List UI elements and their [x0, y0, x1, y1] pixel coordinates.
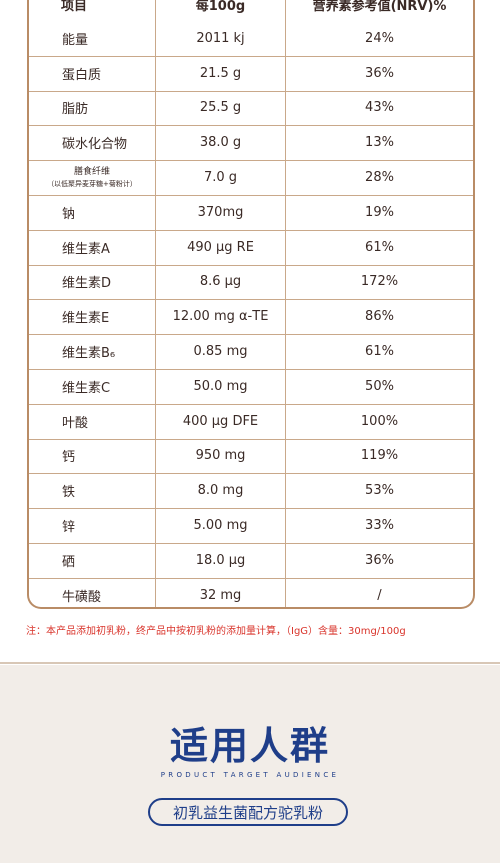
- table-row: 牛磺酸 32 mg /: [29, 577, 473, 607]
- per100g-value: 50.0 mg: [156, 369, 286, 404]
- table-row: 维生素B₆ 0.85 mg 61%: [29, 334, 473, 370]
- header-nrv: 营养素参考值(NRV)%: [312, 0, 447, 14]
- per100g-value: 5.00 mg: [156, 508, 286, 543]
- target-audience-section: 适用人群 PRODUCT TARGET AUDIENCE 初乳益生菌配方驼乳粉: [0, 665, 500, 863]
- table-row: 维生素A 490 μg RE 61%: [29, 229, 473, 266]
- per100g-value: 370mg: [156, 195, 286, 230]
- header-per100g: 每100g: [156, 0, 286, 21]
- nutrient-name: 钙: [29, 438, 156, 474]
- table-row: 维生素C 50.0 mg 50%: [29, 369, 473, 405]
- table-row: 铁 8.0 mg 53%: [29, 473, 473, 510]
- nrv-value: 50%: [365, 378, 394, 394]
- per100g-value: 7.0 g: [156, 160, 286, 195]
- table-row: 蛋白质 21.5 g 36%: [29, 55, 473, 92]
- nrv-value: 24%: [365, 30, 394, 46]
- nrv-value: 172%: [360, 274, 399, 290]
- section-title: 适用人群: [169, 724, 330, 768]
- per100g-value: 25.5 g: [156, 90, 286, 126]
- per100g-value: 950 mg: [156, 438, 286, 474]
- nutrient-name: 维生素B₆: [29, 334, 156, 369]
- nutrient-name: 脂肪: [29, 90, 156, 126]
- nrv-value: 36%: [365, 552, 394, 568]
- table-row: 钙 950 mg 119%: [29, 438, 473, 475]
- nrv-value: 28%: [365, 170, 394, 186]
- nrv-value: 61%: [365, 239, 394, 255]
- nutrient-name: 碳水化合物: [29, 125, 156, 161]
- nrv-value: 86%: [365, 309, 394, 325]
- nutrient-name: 铁: [29, 473, 156, 509]
- nutrient-name: 硒: [29, 543, 156, 578]
- per100g-value: 32 mg: [156, 577, 286, 607]
- per100g-value: 0.85 mg: [156, 334, 286, 369]
- nrv-value: 19%: [365, 204, 394, 220]
- per100g-value: 2011 kj: [156, 21, 286, 56]
- table-header: 项目 每100g 营养素参考值(NRV)%: [29, 0, 473, 21]
- nrv-value: 119%: [360, 448, 399, 464]
- nrv-value: 33%: [365, 518, 394, 534]
- nrv-value: /: [377, 587, 382, 603]
- table-row: 硒 18.0 μg 36%: [29, 543, 473, 579]
- nutrient-name: 膳食纤维 （以低聚异麦芽糖+菊粉计）: [29, 160, 156, 195]
- table-row: 维生素E 12.00 mg α-TE 86%: [29, 299, 473, 336]
- per100g-value: 21.5 g: [156, 55, 286, 91]
- per100g-value: 8.0 mg: [156, 473, 286, 509]
- table-row: 脂肪 25.5 g 43%: [29, 90, 473, 127]
- section-subtitle: PRODUCT TARGET AUDIENCE: [160, 771, 340, 779]
- nutrient-name: 牛磺酸: [29, 577, 156, 607]
- per100g-value: 400 μg DFE: [156, 403, 286, 439]
- divider: [0, 662, 500, 664]
- nutrient-name: 锌: [29, 508, 156, 543]
- header-item: 项目: [29, 0, 156, 21]
- nrv-value: 61%: [365, 344, 394, 360]
- nrv-value: 36%: [365, 65, 394, 81]
- per100g-value: 8.6 μg: [156, 264, 286, 300]
- per100g-value: 38.0 g: [156, 125, 286, 161]
- table-row: 能量 2011 kj 24%: [29, 21, 473, 57]
- nrv-value: 43%: [365, 100, 394, 116]
- nutrient-name: 钠: [29, 195, 156, 230]
- table-row: 碳水化合物 38.0 g 13%: [29, 125, 473, 162]
- product-name-pill: 初乳益生菌配方驼乳粉: [148, 798, 348, 826]
- nutrient-name: 维生素D: [29, 264, 156, 300]
- nrv-value: 53%: [365, 483, 394, 499]
- per100g-value: 18.0 μg: [156, 543, 286, 578]
- nutrient-name: 蛋白质: [29, 55, 156, 91]
- nutrient-name: 维生素E: [29, 299, 156, 335]
- per100g-value: 12.00 mg α-TE: [156, 299, 286, 335]
- nutrient-name: 叶酸: [29, 403, 156, 439]
- nutrient-name-sub: （以低聚异麦芽糖+菊粉计）: [47, 179, 137, 188]
- nrv-value: 100%: [360, 413, 399, 429]
- nutrition-table: 项目 每100g 营养素参考值(NRV)% 能量 2011 kj 24% 蛋白质 21.…: [27, 0, 475, 609]
- table-row: 膳食纤维 （以低聚异麦芽糖+菊粉计） 7.0 g 28%: [29, 160, 473, 196]
- nutrient-name: 能量: [29, 21, 156, 56]
- footnote: 注：本产品添加初乳粉，终产品中按初乳粉的添加量计算，（IgG）含量：30mg/1…: [26, 626, 406, 637]
- nutrient-name: 维生素A: [29, 229, 156, 265]
- per100g-value: 490 μg RE: [156, 229, 286, 265]
- nutrient-name: 维生素C: [29, 369, 156, 404]
- nrv-value: 13%: [365, 135, 394, 151]
- table-row: 维生素D 8.6 μg 172%: [29, 264, 473, 301]
- table-row: 叶酸 400 μg DFE 100%: [29, 403, 473, 440]
- nutrient-name-main: 膳食纤维: [73, 166, 110, 177]
- table-row: 锌 5.00 mg 33%: [29, 508, 473, 544]
- table-row: 钠 370mg 19%: [29, 195, 473, 231]
